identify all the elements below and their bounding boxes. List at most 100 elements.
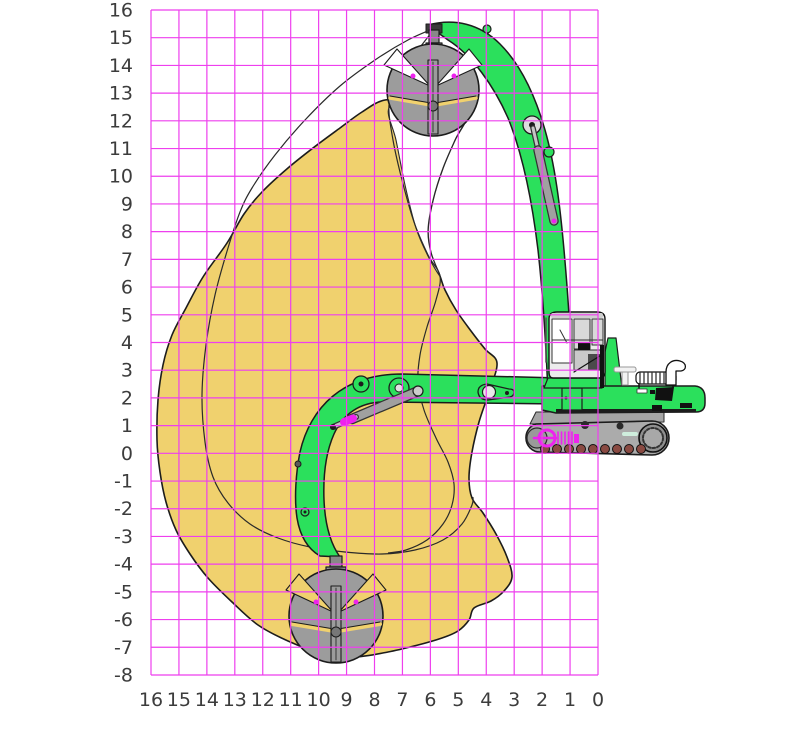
x-axis-tick-label: 4 [480, 689, 492, 711]
excavator-illustration [285, 21, 706, 664]
cab-support-wedge [604, 337, 623, 389]
y-axis-tick-label: 2 [121, 387, 133, 409]
boom-cylinder-barrel [534, 146, 558, 225]
y-axis-tick-label: -2 [114, 498, 133, 520]
bottom-grab-seam-left [290, 622, 336, 633]
bottom-grab-link [329, 555, 343, 568]
deck-step [652, 405, 662, 411]
track-roller [552, 444, 562, 454]
cab-windshield [551, 318, 573, 364]
bottom-grab [285, 555, 387, 664]
y-axis-tick-label: 14 [109, 55, 133, 77]
stick-cylinder-eye [412, 385, 424, 397]
top-grab-seam-right-edge [434, 95, 477, 104]
top-grab-seam-left-edge [389, 95, 432, 104]
x-axis-tick-label: 10 [307, 689, 331, 711]
lowered-boom-joint-pin [358, 381, 364, 387]
track-roller [612, 444, 622, 454]
frame-pin-1 [581, 421, 589, 429]
tensioner-ring [537, 428, 557, 448]
top-grab-notch-left [383, 48, 431, 87]
y-axis-tick-label: -8 [114, 665, 133, 687]
engine-vent [655, 387, 674, 401]
y-axis-tick-label: 8 [121, 221, 133, 243]
x-axis-tick-label: 6 [424, 689, 436, 711]
x-axis-tick-label: 8 [368, 689, 380, 711]
y-axis-tick-label: 5 [121, 304, 133, 326]
arm-edge-pin1 [294, 460, 302, 468]
side-badge [636, 388, 648, 394]
y-axis-tick-label: -7 [114, 637, 133, 659]
cab [545, 311, 606, 388]
bottom-grab-pin-right [353, 599, 359, 605]
raised-boom-top-pin [482, 24, 492, 34]
y-axis-tick-label: 12 [109, 110, 133, 132]
x-axis-tick-label: 14 [195, 689, 219, 711]
side-vent-dot [650, 390, 655, 394]
link-plate-pin [505, 391, 509, 395]
cab-pedestal [543, 377, 603, 389]
bottom-grab-pin-left [313, 599, 319, 605]
boom-cylinder-foot-pin [551, 218, 557, 224]
drive-sprocket-teeth [642, 427, 664, 449]
y-axis-tick-label: -6 [114, 609, 133, 631]
y-axis-tick-label: -4 [114, 554, 133, 576]
x-axis-tick-label: 0 [592, 689, 604, 711]
cab-wiper [559, 329, 568, 344]
top-grab-seam-right [433, 96, 478, 107]
cab-console [578, 342, 590, 350]
track-roller [588, 444, 598, 454]
frame-pin-2 [616, 422, 624, 430]
stick-cylinder-foot [330, 424, 336, 430]
y-axis-tick-label: 7 [121, 249, 133, 271]
mirror-stand [613, 366, 637, 386]
track-roller [564, 444, 574, 454]
y-axis-tick-label: 4 [121, 332, 133, 354]
top-grab-hub [427, 100, 439, 112]
y-axis-tick-label: 13 [109, 83, 133, 105]
cab-roof-trim [551, 313, 603, 318]
grid-lines [150, 9, 599, 676]
y-axis-tick-label: 6 [121, 277, 133, 299]
boom-cylinder-pin [543, 146, 555, 158]
link-plate-bushing [481, 384, 497, 400]
bottom-grab-hub [330, 626, 342, 638]
deck-trim [556, 409, 696, 413]
frame-light [622, 432, 638, 436]
top-grab-pin-left [410, 73, 416, 79]
y-axis-tick-label: 9 [121, 194, 133, 216]
y-axis-tick-label: 3 [121, 360, 133, 382]
x-axis-tick-label: 11 [279, 689, 303, 711]
outer-reach-curve [201, 27, 474, 555]
x-axis-tick-label: 2 [536, 689, 548, 711]
x-axis-tick-label: 12 [251, 689, 275, 711]
y-axis-tick-label: 11 [109, 138, 133, 160]
x-axis-tick-label: 15 [167, 689, 191, 711]
y-axis-tick-label: -5 [114, 581, 133, 603]
top-grab-pin-right [451, 73, 457, 79]
bottom-grab-seam-right [336, 622, 382, 633]
track-roller [636, 444, 646, 454]
x-axis-tick-label: 16 [139, 689, 163, 711]
lowered-boom-arm [294, 373, 561, 558]
y-axis-tick-label: 16 [109, 0, 133, 22]
y-axis-tick-label: -3 [114, 526, 133, 548]
y-axis-tick-label: -1 [114, 471, 133, 493]
y-axis-tick-label: 1 [121, 415, 133, 437]
track-roller [576, 444, 586, 454]
top-grab-seam-left [388, 96, 433, 107]
track-roller [600, 444, 610, 454]
inner-reach-curve [387, 27, 455, 554]
x-axis-tick-label: 7 [396, 689, 408, 711]
bottom-grab-seam-left-edge [291, 621, 335, 630]
mirror-post [621, 370, 629, 386]
y-axis-tick-label: 10 [109, 166, 133, 188]
x-axis-tick-label: 1 [564, 689, 576, 711]
mirror-bar [613, 366, 637, 373]
envelope-layer [156, 27, 513, 658]
arm-edge-pin2-dot [303, 510, 307, 514]
lowered-boom-joint2-pin [394, 383, 404, 393]
track-roller [624, 444, 634, 454]
